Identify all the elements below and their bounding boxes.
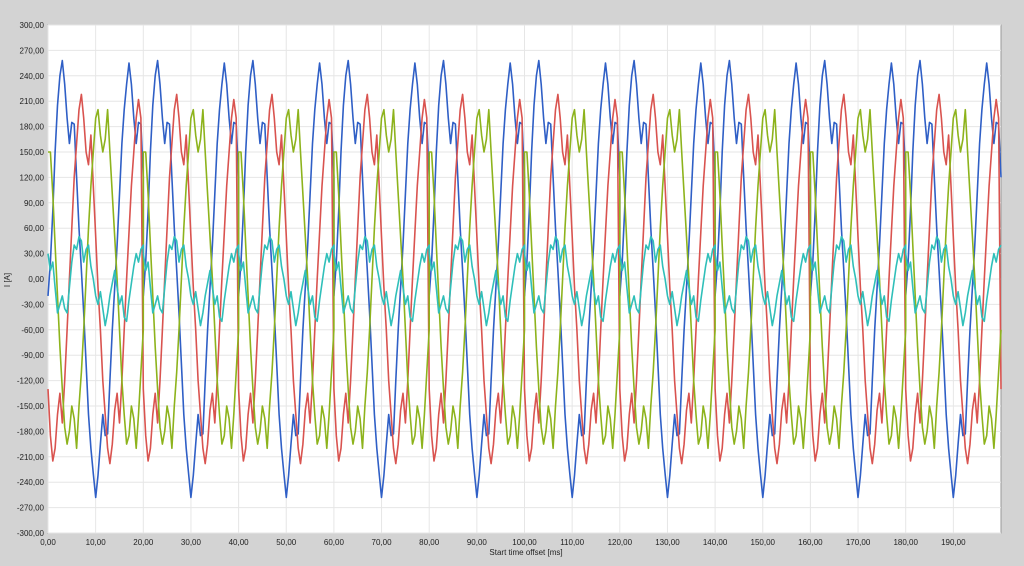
x-tick-label: 70,00 [372, 538, 393, 547]
x-tick-label: 140,00 [703, 538, 728, 547]
x-axis-title: Start time offset [ms] [489, 548, 562, 557]
x-tick-label: 10,00 [86, 538, 107, 547]
y-tick-label: 210,00 [20, 97, 45, 106]
y-tick-label: 150,00 [20, 148, 45, 157]
series-line-4 [47, 235, 1002, 327]
series-line-3 [48, 108, 1002, 450]
x-tick-label: 30,00 [181, 538, 202, 547]
y-tick-label: -300,00 [17, 529, 45, 538]
x-tick-labels: 0,00 10,00 20,00 30,00 40,00 50,00 60,00 70,00 8… [40, 538, 966, 547]
y-tick-label: 30,00 [24, 250, 45, 259]
y-tick-label: -150,00 [17, 402, 45, 411]
series-line-2 [47, 93, 1002, 465]
y-tick-label: -240,00 [17, 478, 45, 487]
y-tick-label: 240,00 [20, 72, 45, 81]
x-tick-label: 0,00 [40, 538, 56, 547]
x-tick-label: 160,00 [798, 538, 823, 547]
x-tick-label: 170,00 [846, 538, 871, 547]
y-tick-label: -180,00 [17, 427, 45, 436]
y-tick-label: 90,00 [24, 199, 45, 208]
x-tick-label: 180,00 [893, 538, 918, 547]
y-tick-label: -210,00 [17, 453, 45, 462]
y-tick-label: -120,00 [17, 377, 45, 386]
y-tick-label: 120,00 [20, 173, 45, 182]
y-tick-label: 60,00 [24, 224, 45, 233]
y-tick-label: -60,00 [21, 326, 44, 335]
series-group [47, 59, 1002, 499]
x-tick-label: 20,00 [133, 538, 154, 547]
y-tick-label: 180,00 [20, 123, 45, 132]
x-tick-label: 90,00 [467, 538, 488, 547]
y-tick-label: 0,00 [28, 275, 44, 284]
x-tick-label: 100,00 [512, 538, 537, 547]
y-tick-label: -270,00 [17, 504, 45, 513]
y-tick-label: 300,00 [20, 21, 45, 30]
y-tick-label: -30,00 [21, 300, 44, 309]
x-tick-label: 60,00 [324, 538, 345, 547]
x-tick-label: 130,00 [655, 538, 680, 547]
x-tick-label: 190,00 [941, 538, 966, 547]
x-tick-label: 150,00 [751, 538, 776, 547]
y-tick-labels: 300,00 270,00 240,00 210,00 180,00 150,00 120,… [17, 21, 45, 538]
x-tick-label: 80,00 [419, 538, 440, 547]
y-tick-label: -90,00 [21, 351, 44, 360]
y-tick-label: 270,00 [20, 46, 45, 55]
y-axis-title: I [A] [3, 273, 12, 287]
x-tick-label: 110,00 [560, 538, 584, 547]
x-tick-label: 50,00 [276, 538, 297, 547]
x-tick-label: 120,00 [608, 538, 633, 547]
x-tick-label: 40,00 [229, 538, 250, 547]
